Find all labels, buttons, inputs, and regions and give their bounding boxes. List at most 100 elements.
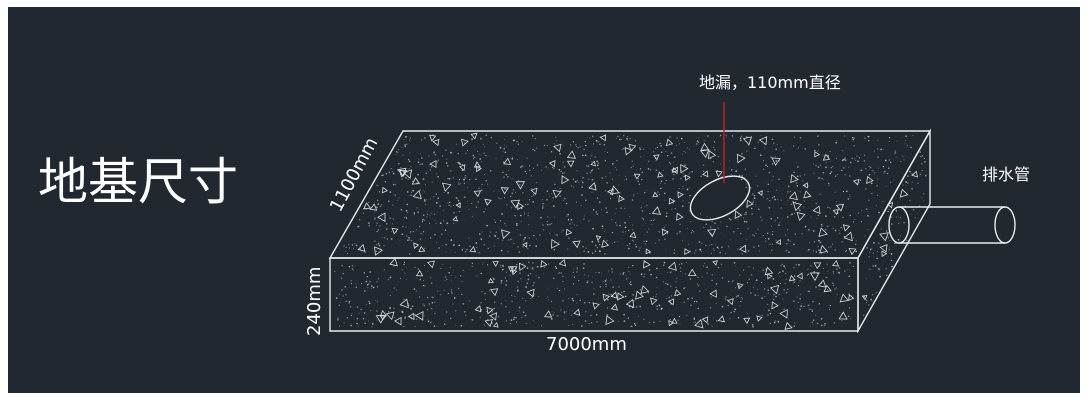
- texture-dot: [870, 298, 872, 301]
- texture-dot: [479, 316, 481, 318]
- texture-dot: [423, 214, 425, 217]
- texture-dot: [524, 212, 526, 214]
- texture-dot: [430, 165, 433, 168]
- texture-dot: [487, 247, 489, 250]
- texture-dot: [510, 319, 513, 321]
- texture-dot: [757, 141, 759, 143]
- texture-dot: [520, 166, 522, 169]
- texture-dot: [787, 185, 790, 188]
- texture-dot: [419, 238, 422, 240]
- texture-dot: [686, 188, 689, 191]
- texture-dot: [689, 194, 691, 197]
- texture-dot: [527, 203, 529, 206]
- texture-dot: [588, 323, 590, 325]
- texture-dot: [845, 251, 847, 253]
- texture-aggregate: [796, 272, 803, 280]
- texture-aggregate: [756, 315, 763, 322]
- texture-dot: [829, 151, 831, 152]
- texture-dot: [376, 222, 378, 224]
- texture-dot: [869, 268, 871, 270]
- texture-dot: [552, 314, 554, 316]
- texture-dot: [655, 159, 657, 162]
- texture-dot: [382, 174, 384, 176]
- texture-dot: [372, 247, 374, 249]
- texture-dot: [691, 297, 693, 299]
- texture-dot: [680, 267, 682, 269]
- texture-dot: [768, 207, 771, 209]
- texture-dot: [694, 321, 696, 323]
- texture-dot: [562, 229, 564, 232]
- texture-aggregate: [886, 201, 894, 209]
- texture-dot: [564, 197, 566, 200]
- texture-dot: [579, 146, 581, 148]
- texture-dot: [604, 280, 607, 282]
- texture-aggregate: [667, 261, 677, 271]
- texture-dot: [809, 286, 811, 288]
- texture-dot: [878, 268, 880, 270]
- texture-dot: [759, 271, 761, 273]
- texture-dot: [530, 175, 532, 177]
- texture-dot: [450, 291, 452, 293]
- texture-dot: [643, 240, 645, 242]
- texture-dot: [387, 311, 390, 313]
- texture-dot: [523, 240, 525, 242]
- texture-dot: [444, 229, 447, 231]
- texture-dot: [748, 278, 750, 280]
- texture-dot: [695, 143, 698, 145]
- texture-dot: [576, 201, 578, 203]
- texture-dot: [626, 278, 628, 280]
- texture-dot: [905, 181, 907, 183]
- texture-dot: [611, 219, 613, 221]
- texture-dot: [480, 237, 482, 239]
- texture-dot: [408, 160, 411, 162]
- texture-dot: [830, 171, 833, 173]
- texture-dot: [364, 322, 367, 324]
- texture-dot: [815, 251, 818, 253]
- texture-dot: [658, 304, 661, 307]
- texture-dot: [633, 300, 635, 302]
- texture-dot: [562, 300, 564, 302]
- texture-dot: [422, 279, 425, 282]
- texture-dot: [834, 229, 837, 232]
- texture-dot: [498, 190, 500, 192]
- texture-dot: [770, 156, 772, 158]
- texture-dot: [560, 309, 562, 311]
- texture-dot: [363, 272, 366, 274]
- texture-dot: [389, 191, 392, 193]
- texture-dot: [695, 249, 697, 252]
- texture-dot: [489, 231, 492, 233]
- texture-dot: [472, 154, 475, 157]
- texture-dot: [492, 277, 494, 279]
- texture-dot: [462, 302, 465, 305]
- texture-dot: [496, 142, 498, 144]
- texture-dot: [614, 221, 617, 224]
- texture-dot: [838, 229, 840, 231]
- texture-dot: [383, 245, 385, 247]
- texture-dot: [649, 213, 651, 215]
- texture-dot: [683, 141, 686, 143]
- texture-dot: [709, 226, 712, 228]
- texture-dot: [802, 180, 804, 182]
- texture-dot: [360, 283, 363, 285]
- texture-dot: [639, 148, 642, 150]
- texture-aggregate: [458, 164, 466, 172]
- texture-dot: [857, 212, 860, 214]
- texture-dot: [850, 317, 852, 319]
- texture-dot: [852, 265, 854, 268]
- texture-dot: [849, 194, 851, 196]
- texture-dot: [633, 193, 635, 195]
- texture-dot: [793, 275, 796, 277]
- texture-dot: [374, 240, 376, 242]
- texture-dot: [752, 201, 754, 204]
- texture-dot: [563, 313, 565, 315]
- texture-dot: [368, 300, 370, 303]
- texture-dot: [425, 172, 427, 174]
- texture-dot: [423, 247, 426, 250]
- texture-dot: [546, 145, 549, 147]
- texture-dot: [856, 155, 858, 157]
- texture-dot: [407, 212, 409, 214]
- texture-dot: [491, 311, 494, 313]
- texture-dot: [372, 286, 375, 289]
- texture-dot: [767, 292, 769, 294]
- texture-dot: [873, 171, 876, 174]
